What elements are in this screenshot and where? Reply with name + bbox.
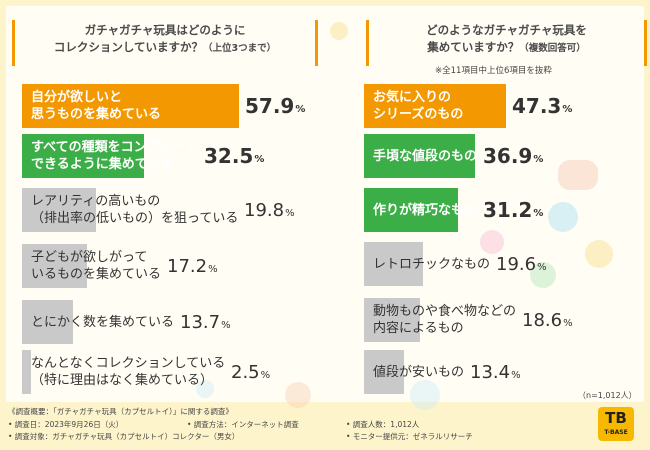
t-base-logo: TB T-BASE	[598, 407, 634, 441]
bar-unit: %	[221, 319, 231, 331]
footer-target: • 調査対象：ガチャガチャ玩具（カプセルトイ）コレクター（男女）	[8, 432, 240, 441]
right-chart-title: どのようなガチャガチャ玩具を 集めていますか？	[426, 23, 587, 54]
bar-value: 36.9%	[483, 144, 544, 168]
bar-label: お気に入りの シリーズのもの	[373, 90, 464, 122]
bar-value: 13.7%	[180, 311, 231, 333]
bar-unit: %	[562, 103, 573, 115]
logo-text: T-BASE	[604, 429, 628, 436]
bar-unit: %	[260, 369, 271, 381]
bar-label: レトロチックなもの	[373, 256, 491, 272]
bar	[22, 134, 144, 178]
bar	[364, 188, 458, 232]
footer-provider: • モニター提供元：ゼネラルリサーチ	[346, 432, 473, 441]
bar-row: とにかく数を集めている 13.7%	[22, 300, 312, 344]
bar-unit: %	[563, 317, 573, 329]
bar	[364, 298, 420, 342]
bar-value: 13.4%	[470, 361, 521, 383]
bar-label: レアリティの高いもの （排出率の低いもの）を狙っている	[31, 194, 239, 226]
bar-value: 31.2%	[483, 198, 544, 222]
bar-label: 作りが精巧なもの	[373, 202, 478, 218]
bar-unit: %	[533, 153, 544, 165]
footer-date: • 調査日：2023年9月26日（火）	[8, 420, 124, 429]
right-chart-header: どのようなガチャガチャ玩具を 集めていますか？（複数回答可）	[366, 20, 647, 66]
bar-row: 作りが精巧なもの 31.2%	[364, 188, 614, 232]
bar	[22, 244, 87, 288]
bar-value: 17.2%	[167, 255, 218, 277]
left-chart-title: ガチャガチャ玩具はどのように コレクションしていますか？	[53, 23, 246, 54]
footer-count: • 調査人数：1,012人	[346, 420, 420, 429]
bar-value: 2.5%	[231, 361, 271, 383]
bar-row: レアリティの高いもの （排出率の低いもの）を狙っている 19.8%	[22, 188, 312, 232]
bar-row: 子どもが欲しがって いるものを集めている 17.2%	[22, 244, 312, 288]
footer-title: 《調査概要：「ガチャガチャ玩具（カプセルトイ）」に関する調査》	[8, 407, 233, 416]
bar-unit: %	[533, 207, 544, 219]
bar-value: 18.6%	[522, 309, 573, 331]
bar-row: すべての種類をコンプリート できるように集めている 32.5%	[22, 134, 312, 178]
bar-label: 動物ものや食べ物などの 内容によるもの	[373, 304, 517, 336]
bar-unit: %	[537, 261, 547, 273]
bar	[22, 350, 31, 394]
bar-label: すべての種類をコンプリート できるように集めている	[31, 140, 199, 172]
bar-value: 47.3%	[512, 94, 573, 118]
bar	[364, 350, 404, 394]
right-chart-note: ※全11項目中上位6項目を抜粋	[435, 66, 552, 76]
bar	[364, 134, 475, 178]
bar-unit: %	[254, 153, 265, 165]
bar-row: 自分が欲しいと 思うものを集めている 57.9%	[22, 84, 312, 128]
right-chart-subtitle: （複数回答可）	[519, 43, 586, 54]
bar-row: 値段が安いもの 13.4%	[364, 350, 614, 394]
bar-row: なんとなくコレクションしている （特に理由はなく集めている） 2.5%	[22, 350, 312, 394]
bar-unit: %	[295, 103, 306, 115]
bar-value: 57.9%	[245, 94, 306, 118]
bar-label: とにかく数を集めている	[31, 314, 175, 330]
bar-row: 動物ものや食べ物などの 内容によるもの 18.6%	[364, 298, 614, 342]
bar-label: 子どもが欲しがって いるものを集めている	[31, 250, 162, 282]
bar-row: レトロチックなもの 19.6%	[364, 242, 614, 286]
bar-unit: %	[208, 263, 218, 275]
bar-label: なんとなくコレクションしている （特に理由はなく集めている）	[31, 356, 226, 388]
bar-value: 32.5%	[204, 144, 265, 168]
bar-row: お気に入りの シリーズのもの 47.3%	[364, 84, 614, 128]
bar-unit: %	[285, 207, 295, 219]
footer-method: • 調査方法：インターネット調査	[187, 420, 299, 429]
bar	[22, 84, 239, 128]
sample-size: （n=1,012人）	[578, 391, 637, 400]
chart-frame	[6, 6, 644, 402]
bar-row: 手頃な値段のもの 36.9%	[364, 134, 614, 178]
bar	[364, 242, 423, 286]
bar-value: 19.8%	[244, 199, 295, 221]
bar-value: 19.6%	[496, 253, 547, 275]
logo-mark: TB	[605, 409, 627, 427]
bar-label: 値段が安いもの	[373, 364, 465, 380]
left-chart-header: ガチャガチャ玩具はどのように コレクションしていますか？（上位3つまで）	[12, 20, 318, 66]
bar-label: 手頃な値段のもの	[373, 148, 478, 164]
left-chart-subtitle: （上位3つまで）	[203, 43, 277, 54]
bar	[22, 188, 96, 232]
bar-unit: %	[511, 369, 521, 381]
bar	[364, 84, 506, 128]
bar-label: 自分が欲しいと 思うものを集めている	[31, 90, 162, 122]
bar	[22, 300, 73, 344]
